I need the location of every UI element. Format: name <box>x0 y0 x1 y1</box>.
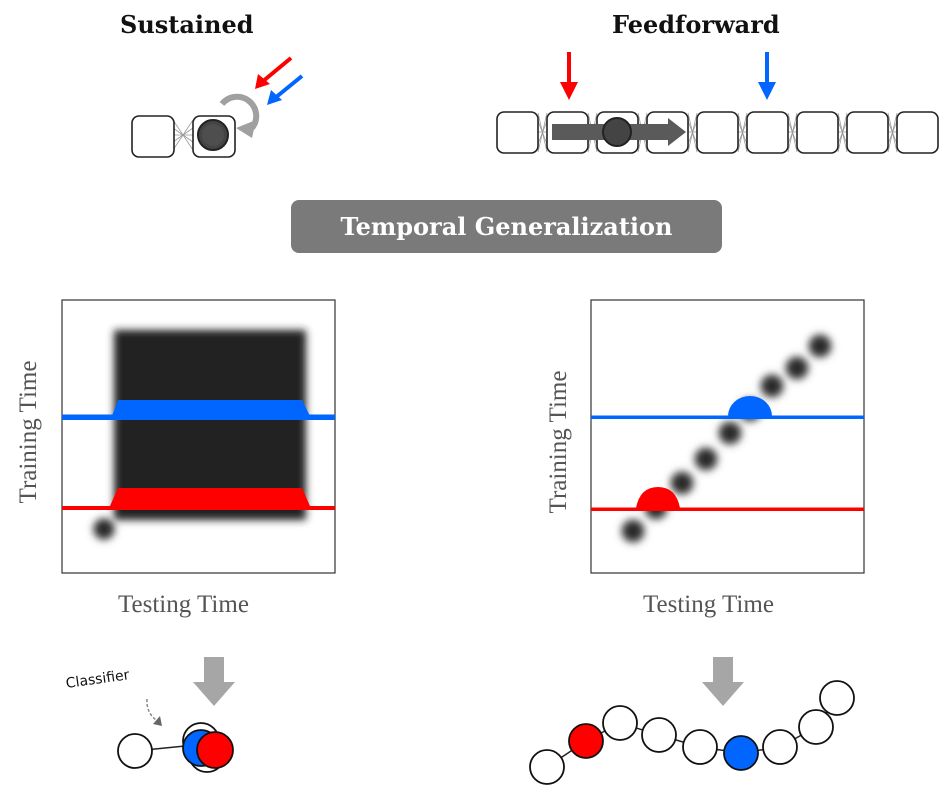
classifier-pointer-arrow <box>146 698 157 721</box>
decoding-dot <box>782 353 812 383</box>
decoding-dot <box>618 516 648 546</box>
feedforward-node-box <box>896 111 939 154</box>
feedforward-active-unit <box>602 117 632 147</box>
classifier-node-red <box>196 731 234 769</box>
classifier-node <box>641 717 677 753</box>
recurrent-loop-arrowhead <box>236 120 256 138</box>
classifier-node <box>819 680 855 716</box>
sustained-node-box-1 <box>131 115 175 158</box>
feedforward-connections <box>537 112 898 153</box>
x-axis-label-left: Testing Time <box>118 591 249 618</box>
decoding-dot <box>757 371 787 401</box>
banner-label: Temporal Generalization <box>340 212 673 241</box>
sustained-classifier-chain <box>117 698 234 773</box>
feedforward-node-box <box>696 111 739 154</box>
classifier-node <box>602 705 638 741</box>
feedforward-classifier-chain <box>529 680 855 785</box>
x-axis-label-right: Testing Time <box>643 591 774 618</box>
temporal-generalization-matrix-sustained <box>61 299 336 574</box>
y-axis-label-right: Training Time <box>545 370 572 514</box>
red-trace-left <box>62 488 335 510</box>
temporal-generalization-matrix-feedforward <box>590 299 865 574</box>
classifier-node <box>682 729 718 765</box>
classifier-node <box>529 749 565 785</box>
feedforward-node-box <box>796 111 839 154</box>
classifier-node-start <box>117 733 153 769</box>
decoding-dot <box>667 468 697 498</box>
temporal-generalization-banner: Temporal Generalization <box>291 200 722 253</box>
decoding-dot <box>805 331 835 361</box>
classifier-node <box>568 723 604 759</box>
feedforward-node-box <box>496 111 539 154</box>
feedforward-title: Feedforward <box>612 10 780 39</box>
feedforward-network <box>496 52 939 154</box>
sustained-connections <box>172 119 194 151</box>
feedforward-node-box <box>746 111 789 154</box>
early-decoding-dot-left <box>90 515 118 543</box>
classifier-node <box>762 729 798 765</box>
down-arrow-left <box>193 657 235 706</box>
y-axis-label-left: Training Time <box>15 360 42 504</box>
sustained-title: Sustained <box>120 10 254 39</box>
classifier-node <box>723 735 759 771</box>
decoding-dot <box>715 418 745 448</box>
red-trace-right <box>591 487 864 511</box>
down-arrow-right <box>702 657 744 706</box>
classifier-node <box>798 709 834 745</box>
feedforward-node-box <box>846 111 889 154</box>
blue-input-arrow <box>273 74 304 100</box>
red-input-arrow <box>260 56 293 84</box>
decoding-dot <box>691 444 721 474</box>
sustained-network <box>131 56 304 158</box>
propagation-arrow-head <box>668 118 686 146</box>
